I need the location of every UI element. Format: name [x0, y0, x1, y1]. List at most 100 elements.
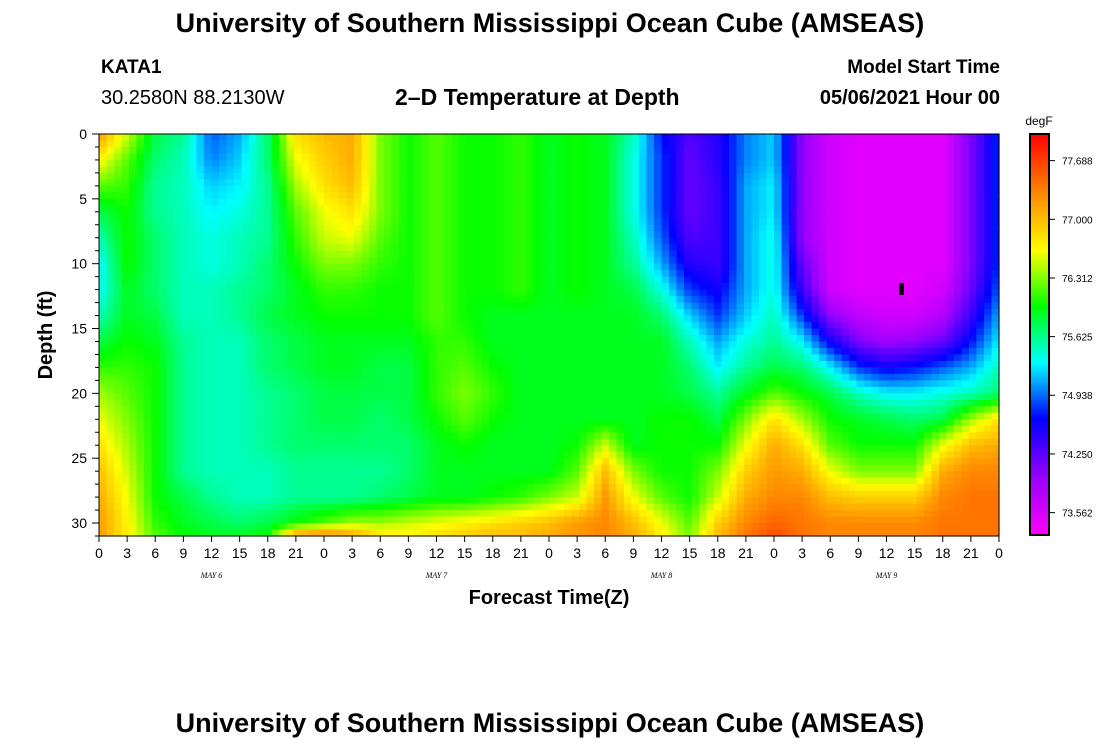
heatmap-cell [331, 250, 340, 258]
heatmap-cell [511, 231, 520, 239]
heatmap-cell [601, 250, 610, 258]
heatmap-cell [121, 211, 130, 219]
heatmap-cell [849, 134, 858, 142]
heatmap-cell [946, 198, 955, 206]
heatmap-cell [151, 172, 160, 180]
heatmap-cell [384, 218, 393, 226]
heatmap-cell [991, 250, 1000, 258]
heatmap-cell [864, 347, 873, 356]
heatmap-cell [271, 244, 280, 252]
heatmap-cell [189, 341, 198, 349]
heatmap-cell [646, 322, 655, 330]
heatmap-cell [346, 146, 355, 155]
heatmap-cell [939, 257, 948, 265]
heatmap-cell [976, 185, 985, 193]
heatmap-cell [429, 192, 438, 200]
heatmap-cell [451, 153, 460, 161]
heatmap-cell [706, 380, 715, 388]
heatmap-cell [699, 367, 708, 375]
heatmap-cell [886, 218, 895, 226]
heatmap-cell [984, 315, 993, 323]
heatmap-cell [339, 179, 348, 187]
heatmap-cell [766, 211, 775, 219]
heatmap-cell [939, 360, 948, 369]
heatmap-cell [909, 211, 918, 219]
heatmap-cell [226, 185, 235, 193]
heatmap-cell [301, 134, 310, 142]
heatmap-cell [511, 347, 520, 356]
heatmap-cell [226, 354, 235, 362]
heatmap-cell [181, 263, 190, 271]
heatmap-cell [114, 399, 123, 407]
heatmap-cell [609, 211, 618, 219]
heatmap-cell [219, 386, 228, 394]
heatmap-cell [721, 179, 730, 187]
heatmap-cell [189, 380, 198, 388]
heatmap-cell [121, 159, 130, 168]
heatmap-cell [609, 322, 618, 330]
heatmap-cell [954, 166, 963, 174]
heatmap-cell [526, 276, 535, 284]
heatmap-cell [474, 231, 483, 239]
heatmap-cell [519, 360, 528, 369]
heatmap-cell [691, 347, 700, 356]
heatmap-cell [196, 393, 205, 401]
heatmap-cell [114, 315, 123, 323]
heatmap-cell [451, 328, 460, 336]
heatmap-cell [204, 198, 213, 206]
heatmap-cell [774, 263, 783, 271]
heatmap-cell [901, 380, 910, 388]
heatmap-cell [931, 231, 940, 239]
heatmap-cell [541, 140, 550, 148]
heatmap-cell [841, 296, 850, 304]
heatmap-cell [496, 224, 505, 232]
heatmap-cell [849, 185, 858, 193]
heatmap-cell [166, 354, 175, 362]
heatmap-cell [759, 302, 768, 310]
heatmap-cell [766, 134, 775, 142]
heatmap-cell [369, 296, 378, 304]
heatmap-cell [639, 283, 648, 291]
heatmap-cell [526, 315, 535, 323]
heatmap-cell [699, 198, 708, 206]
heatmap-cell [744, 211, 753, 219]
heatmap-cell [841, 231, 850, 239]
heatmap-cell [856, 322, 865, 330]
heatmap-cell [811, 296, 820, 304]
heatmap-cell [331, 322, 340, 330]
heatmap-cell [541, 146, 550, 155]
heatmap-cell [886, 198, 895, 206]
heatmap-cell [564, 360, 573, 369]
heatmap-cell [571, 185, 580, 193]
heatmap-cell [376, 263, 385, 271]
heatmap-cell [121, 393, 130, 401]
heatmap-cell [294, 276, 303, 284]
heatmap-cell [316, 172, 325, 180]
heatmap-cell [234, 159, 243, 168]
heatmap-cell [474, 218, 483, 226]
heatmap-cell [166, 179, 175, 187]
heatmap-cell [856, 296, 865, 304]
heatmap-cell [466, 399, 475, 407]
heatmap-cell [556, 231, 565, 239]
heatmap-cell [384, 140, 393, 148]
heatmap-cell [969, 185, 978, 193]
heatmap-cell [699, 192, 708, 200]
heatmap-cell [669, 367, 678, 375]
heatmap-cell [129, 231, 138, 239]
heatmap-cell [834, 263, 843, 271]
heatmap-cell [774, 341, 783, 349]
heatmap-cell [496, 172, 505, 180]
heatmap-cell [556, 347, 565, 356]
heatmap-cell [684, 250, 693, 258]
heatmap-cell [961, 231, 970, 239]
heatmap-cell [751, 296, 760, 304]
heatmap-cell [279, 328, 288, 336]
heatmap-cell [256, 341, 265, 349]
heatmap-cell [489, 224, 498, 232]
heatmap-cell [781, 263, 790, 271]
heatmap-cell [969, 172, 978, 180]
heatmap-cell [361, 335, 370, 343]
heatmap-cell [744, 159, 753, 168]
heatmap-cell [624, 335, 633, 343]
